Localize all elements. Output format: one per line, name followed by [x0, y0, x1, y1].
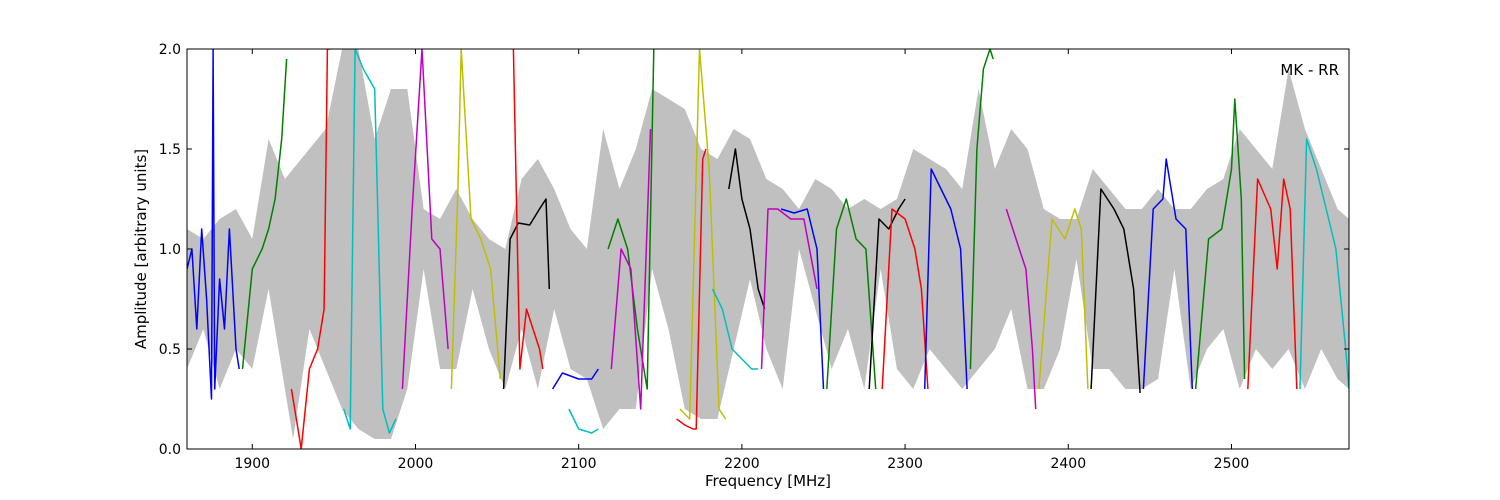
y-tick-label: 1.0: [159, 242, 181, 258]
x-axis: 1900 2000 2100 2200 2300 2400 2500: [234, 49, 1249, 472]
series-line-19: [826, 198, 877, 390]
y-axis: 0.0 0.5 1.0 1.5 2.0: [159, 42, 1349, 458]
series-line-5: [401, 49, 449, 390]
series-line-17: [760, 208, 818, 370]
x-tick-label: 2200: [724, 456, 760, 472]
station-annotation: MK - RR: [1280, 61, 1339, 79]
series-line-26: [1090, 188, 1141, 394]
series-line-7: [502, 198, 551, 390]
series-line-6: [450, 49, 502, 390]
x-tick-label: 2300: [887, 456, 923, 472]
series-line-2: [241, 58, 288, 370]
series-line-21: [881, 208, 929, 390]
series-line-10: [568, 408, 599, 434]
series-line-1: [187, 49, 240, 400]
series-line-18: [780, 208, 825, 390]
background-envelope: [187, 49, 1349, 439]
series-line-24: [1005, 208, 1037, 410]
series-line-22: [923, 168, 968, 390]
y-tick-label: 2.0: [159, 42, 181, 58]
x-tick-label: 2400: [1050, 456, 1086, 472]
series-line-8: [512, 49, 544, 370]
series-line-25: [1038, 208, 1089, 390]
plot-area: [187, 49, 1349, 449]
series-line-27: [1142, 158, 1194, 390]
series-line-13: [676, 148, 707, 430]
series-line-3: [290, 49, 331, 449]
series-line-29: [1247, 178, 1298, 390]
x-tick-label: 1900: [234, 456, 270, 472]
x-axis-label: Frequency [MHz]: [705, 472, 831, 490]
series-line-9: [551, 368, 599, 390]
series-line-14: [679, 49, 727, 420]
series-line-16: [728, 148, 766, 310]
y-tick-label: 0.0: [159, 442, 181, 458]
series-line-23: [969, 49, 994, 370]
y-tick-label: 0.5: [159, 342, 181, 358]
y-tick-label: 1.5: [159, 142, 181, 158]
series-line-4: [342, 49, 397, 434]
series-line-20: [868, 198, 906, 390]
series-line-12: [610, 128, 652, 410]
x-tick-label: 2500: [1214, 456, 1250, 472]
series-line-28: [1194, 98, 1246, 390]
series-line-15: [711, 288, 759, 370]
x-tick-label: 2000: [398, 456, 434, 472]
y-axis-label: Amplitude [arbitrary units]: [132, 149, 150, 349]
x-tick-label: 2100: [561, 456, 597, 472]
